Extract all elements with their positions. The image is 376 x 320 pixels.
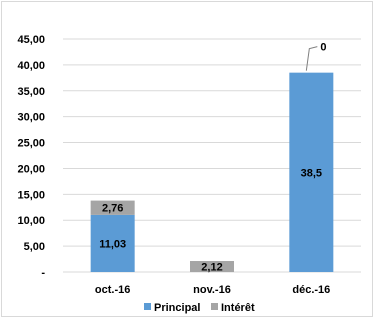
bar-principal — [289, 72, 334, 273]
leader-line — [305, 46, 318, 71]
y-tick-label: 40,00 — [17, 60, 45, 72]
x-tick-label: déc.-16 — [292, 284, 330, 296]
y-tick-label: 30,00 — [17, 112, 45, 124]
bar-intérêt — [90, 200, 135, 215]
y-tick-label: 20,00 — [17, 163, 45, 175]
legend-label: Intérêt — [221, 302, 255, 314]
y-tick-label: 5,00 — [24, 241, 45, 253]
legend-swatch — [144, 303, 151, 310]
legend-swatch — [211, 303, 218, 310]
y-tick-label: 35,00 — [17, 86, 45, 98]
data-label: 38,5 — [301, 167, 322, 179]
y-tick-label: 45,00 — [17, 34, 45, 46]
data-label: 11,03 — [99, 238, 126, 250]
bar-intérêt — [190, 261, 234, 272]
x-tick-label: nov.-16 — [193, 284, 231, 296]
data-label: 0 — [320, 42, 326, 54]
x-tick-label: oct.-16 — [95, 284, 130, 296]
legend-label: Principal — [154, 302, 200, 314]
y-tick-label: 15,00 — [17, 189, 45, 201]
data-label: 2,76 — [102, 203, 123, 215]
data-label: 2,12 — [201, 262, 222, 274]
y-tick-label: 10,00 — [17, 215, 45, 227]
y-tick-label: - — [41, 267, 45, 279]
bar-principal — [90, 214, 135, 272]
y-tick-label: 25,00 — [17, 138, 45, 150]
